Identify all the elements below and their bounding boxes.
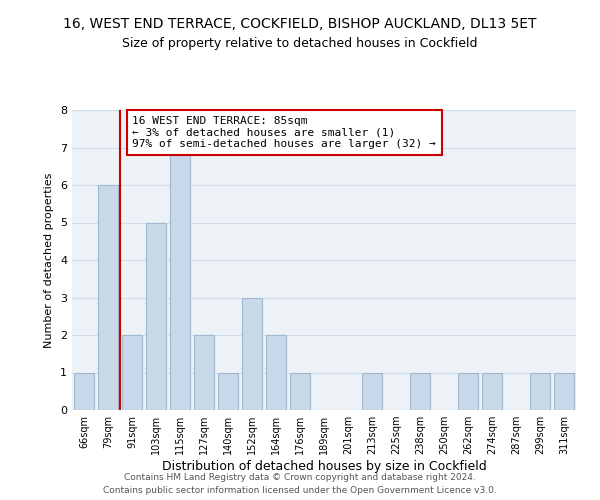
Bar [410,372,430,410]
Bar [194,335,214,410]
Bar [98,185,118,410]
Bar [554,372,574,410]
Bar [218,372,238,410]
Text: 16 WEST END TERRACE: 85sqm
← 3% of detached houses are smaller (1)
97% of semi-d: 16 WEST END TERRACE: 85sqm ← 3% of detac… [133,116,436,149]
Y-axis label: Number of detached properties: Number of detached properties [44,172,55,348]
Text: Contains HM Land Registry data © Crown copyright and database right 2024.
Contai: Contains HM Land Registry data © Crown c… [103,473,497,495]
Bar [146,222,166,410]
Bar [530,372,550,410]
Bar [362,372,382,410]
Bar [122,335,142,410]
Bar [458,372,478,410]
Bar [482,372,502,410]
Text: 16, WEST END TERRACE, COCKFIELD, BISHOP AUCKLAND, DL13 5ET: 16, WEST END TERRACE, COCKFIELD, BISHOP … [63,18,537,32]
Text: Size of property relative to detached houses in Cockfield: Size of property relative to detached ho… [122,38,478,51]
Bar [74,372,94,410]
Bar [290,372,310,410]
Bar [242,298,262,410]
Bar [266,335,286,410]
Bar [170,148,190,410]
X-axis label: Distribution of detached houses by size in Cockfield: Distribution of detached houses by size … [161,460,487,473]
